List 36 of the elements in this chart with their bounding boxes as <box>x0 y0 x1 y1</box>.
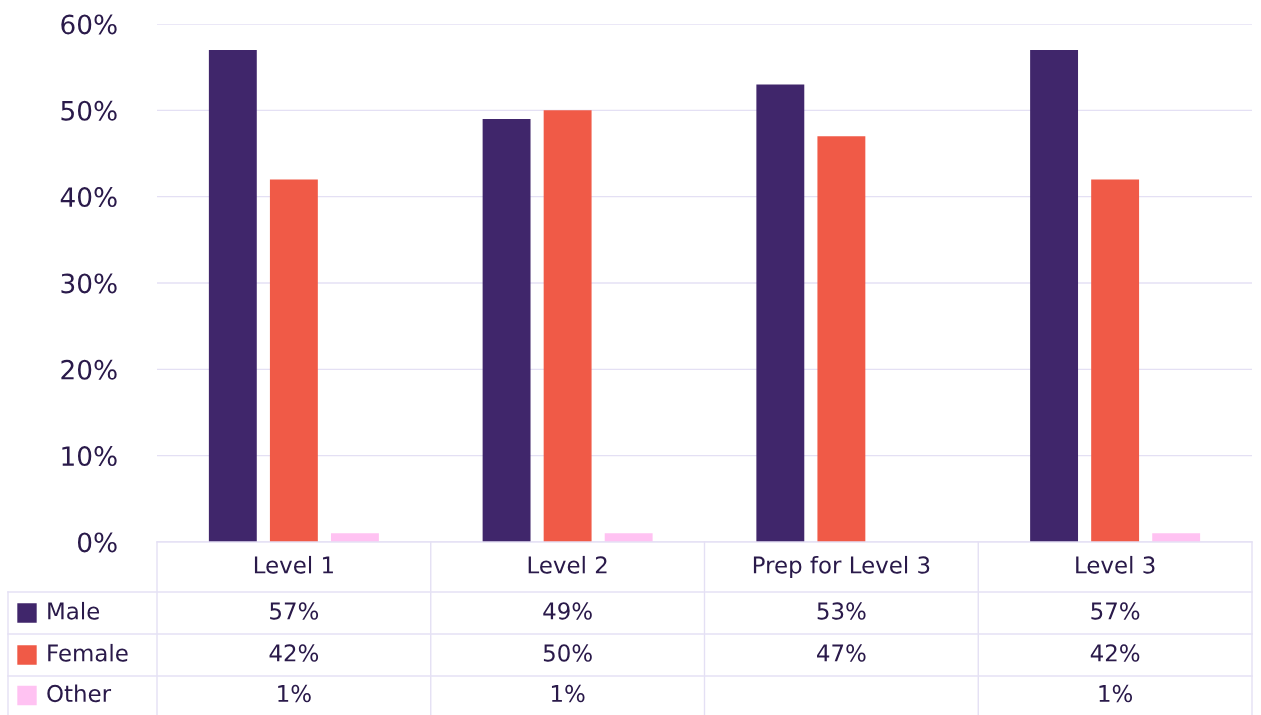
y-tick-label: 50% <box>61 100 117 121</box>
y-tick-label: 20% <box>61 359 117 380</box>
x-tick-label: Level 3 <box>1076 555 1155 574</box>
x-tick-label: Level 2 <box>528 555 607 574</box>
legend-label: Other <box>47 684 112 703</box>
data-label: 47% <box>817 644 866 662</box>
y-tick-label: 30% <box>61 273 117 294</box>
data-label: 53% <box>817 602 866 620</box>
data-label: 1% <box>551 684 585 703</box>
x-tick-label: Level 1 <box>254 555 333 574</box>
bar <box>269 179 318 542</box>
data-label: 50% <box>543 644 592 662</box>
y-tick-label: 40% <box>60 187 117 208</box>
data-label: 57% <box>270 602 319 620</box>
data-label: 1% <box>1099 684 1133 703</box>
bar <box>604 533 653 542</box>
data-label: 42% <box>269 644 319 662</box>
legend-label: Male <box>48 601 100 620</box>
bar <box>330 533 379 542</box>
y-tick-label: 0% <box>77 532 117 553</box>
y-tick-label: 60% <box>61 14 117 35</box>
data-label: 49% <box>543 602 592 620</box>
bar <box>1030 49 1079 542</box>
bar <box>543 110 592 542</box>
x-tick-label: Prep for Level 3 <box>753 555 930 579</box>
data-label: 57% <box>1091 602 1140 620</box>
bar <box>208 49 257 542</box>
bar <box>817 136 866 542</box>
bar <box>482 118 531 542</box>
bar <box>756 84 805 542</box>
data-label: 42% <box>1090 644 1140 662</box>
bar <box>1152 533 1201 542</box>
data-label: 1% <box>278 684 311 703</box>
legend-label: Female <box>48 643 128 662</box>
bar <box>1091 179 1140 542</box>
y-tick-label: 10% <box>62 446 117 467</box>
